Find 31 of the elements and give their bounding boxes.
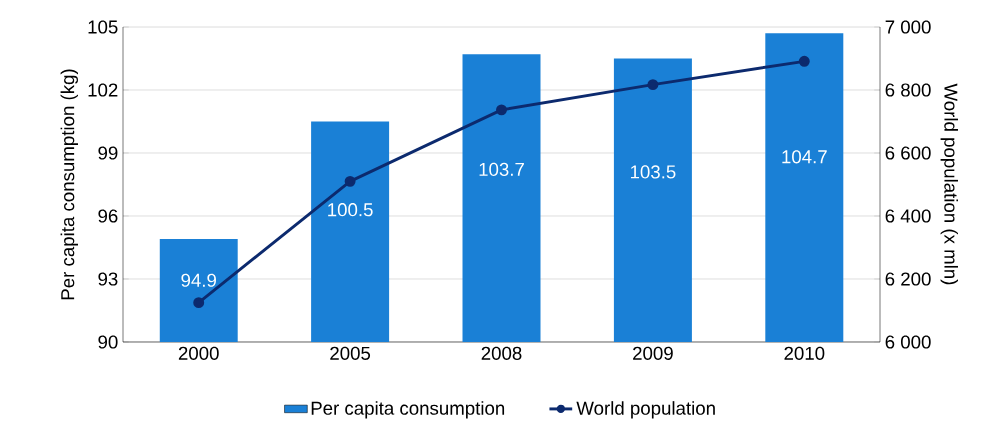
- y2-tick-label: 6 400: [885, 209, 931, 223]
- y-tick-label: 105: [88, 20, 118, 34]
- y-axis-title: Per capita consumption (kg): [60, 69, 78, 300]
- y-tick-label: 99: [98, 146, 118, 160]
- point: [647, 79, 659, 91]
- x-tick-label: 2009: [633, 346, 673, 360]
- point: [798, 55, 810, 67]
- data-label: 94.9: [181, 273, 216, 287]
- legend-label: Per capita consumption: [311, 401, 505, 419]
- y-tick-label: 93: [98, 272, 118, 286]
- x-tick-label: 2008: [481, 346, 522, 360]
- y-tick-label: 102: [88, 83, 118, 97]
- y2-tick-label: 6 800: [885, 83, 931, 97]
- y2-tick-label: 6 600: [885, 146, 931, 160]
- x-tick-label: 2010: [784, 346, 825, 360]
- legend-label: World population: [576, 401, 715, 419]
- point: [496, 104, 507, 116]
- point: [193, 297, 205, 309]
- y-tick-label: 96: [98, 209, 118, 223]
- y2-tick-label: 7 000: [885, 20, 931, 34]
- data-label: 103.7: [479, 162, 524, 176]
- y-tick-label: 90: [98, 335, 118, 349]
- data-label: 100.5: [328, 203, 373, 217]
- y2-tick-label: 6 000: [885, 335, 931, 349]
- y2-axis-title: World population (x mln): [940, 83, 958, 285]
- x-tick-label: 2000: [178, 346, 219, 360]
- x-tick-label: 2005: [330, 346, 371, 360]
- data-label: 103.5: [630, 165, 676, 179]
- y2-tick-label: 6 200: [885, 272, 931, 286]
- data-label: 104.7: [782, 150, 827, 164]
- point: [344, 175, 356, 187]
